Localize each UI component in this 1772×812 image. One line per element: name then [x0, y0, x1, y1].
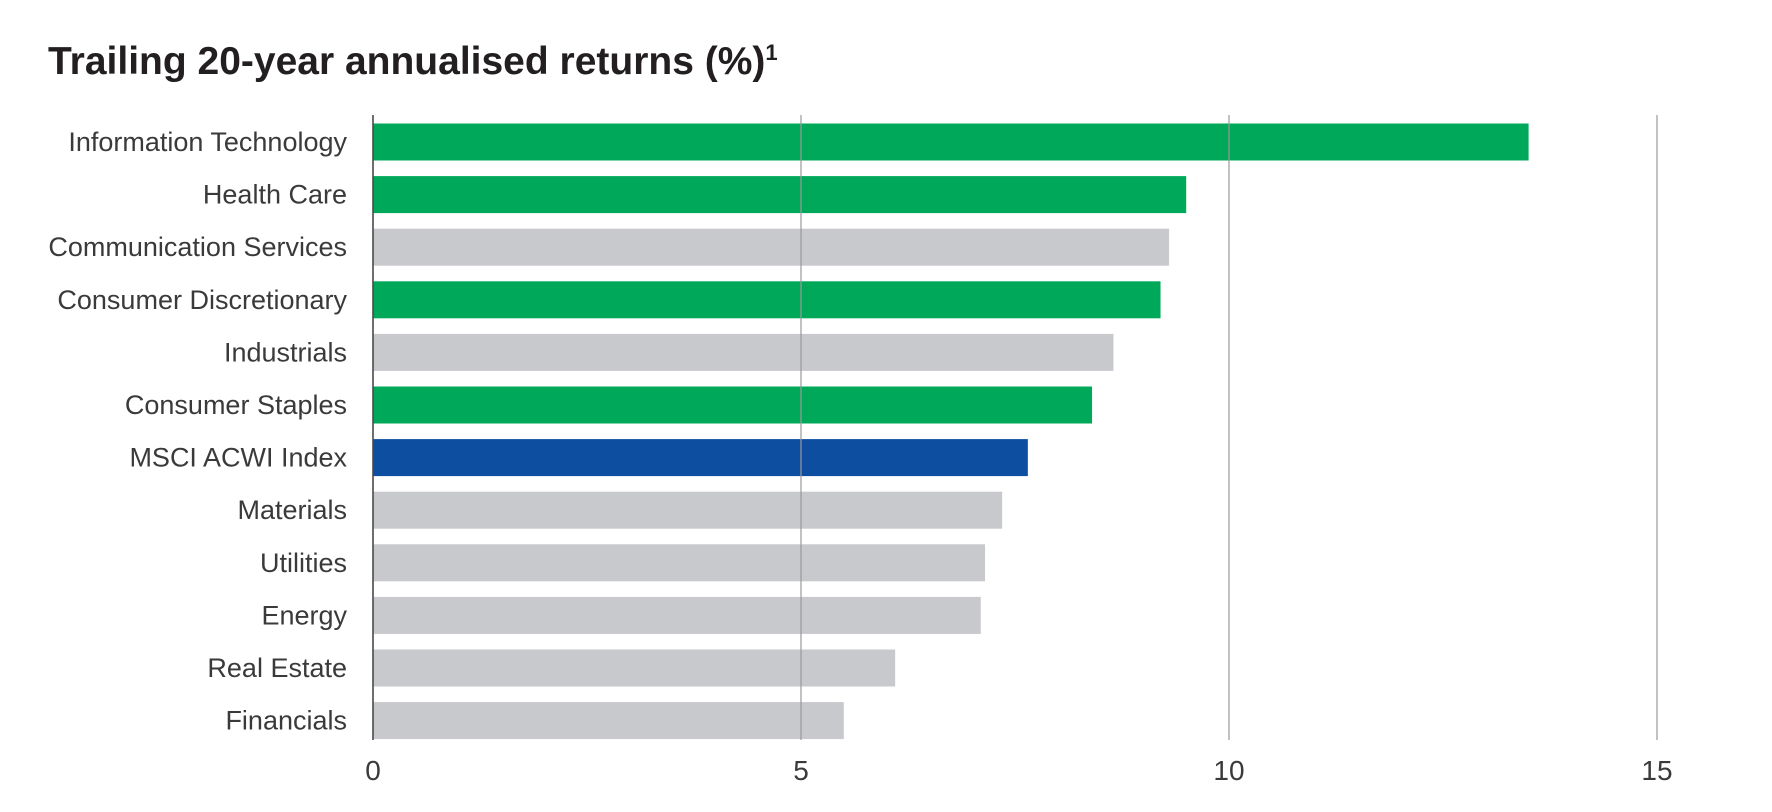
- category-label: Industrials: [224, 337, 347, 367]
- x-tick-label: 15: [1641, 755, 1672, 786]
- chart-title: Trailing 20-year annualised returns (%)1: [48, 40, 778, 84]
- bar: [373, 176, 1187, 214]
- bar: [373, 386, 1093, 424]
- bar: [373, 491, 1003, 529]
- category-label: Information Technology: [68, 127, 347, 157]
- bar: [373, 596, 981, 634]
- bar: [373, 333, 1114, 371]
- bar: [373, 439, 1028, 477]
- chart-title-text: Trailing 20-year annualised returns (%): [48, 40, 766, 83]
- bar: [373, 649, 896, 687]
- category-label: MSCI ACWI Index: [129, 443, 347, 473]
- x-tick-label: 10: [1213, 755, 1244, 786]
- category-label: Consumer Staples: [125, 390, 347, 420]
- bar: [373, 228, 1170, 266]
- category-label: Materials: [237, 495, 347, 525]
- category-label: Health Care: [203, 180, 347, 210]
- x-tick-label: 5: [793, 755, 809, 786]
- category-label: Financials: [225, 706, 347, 736]
- bar: [373, 123, 1529, 161]
- category-label: Real Estate: [207, 653, 347, 683]
- category-label: Energy: [261, 600, 347, 630]
- x-tick-label: 0: [365, 755, 381, 786]
- title-footnote-marker: 1: [765, 40, 778, 65]
- category-label: Communication Services: [48, 232, 347, 262]
- bar: [373, 544, 986, 582]
- bar: [373, 281, 1161, 319]
- bar: [373, 702, 844, 740]
- category-label: Utilities: [260, 548, 347, 578]
- category-label: Consumer Discretionary: [57, 285, 347, 315]
